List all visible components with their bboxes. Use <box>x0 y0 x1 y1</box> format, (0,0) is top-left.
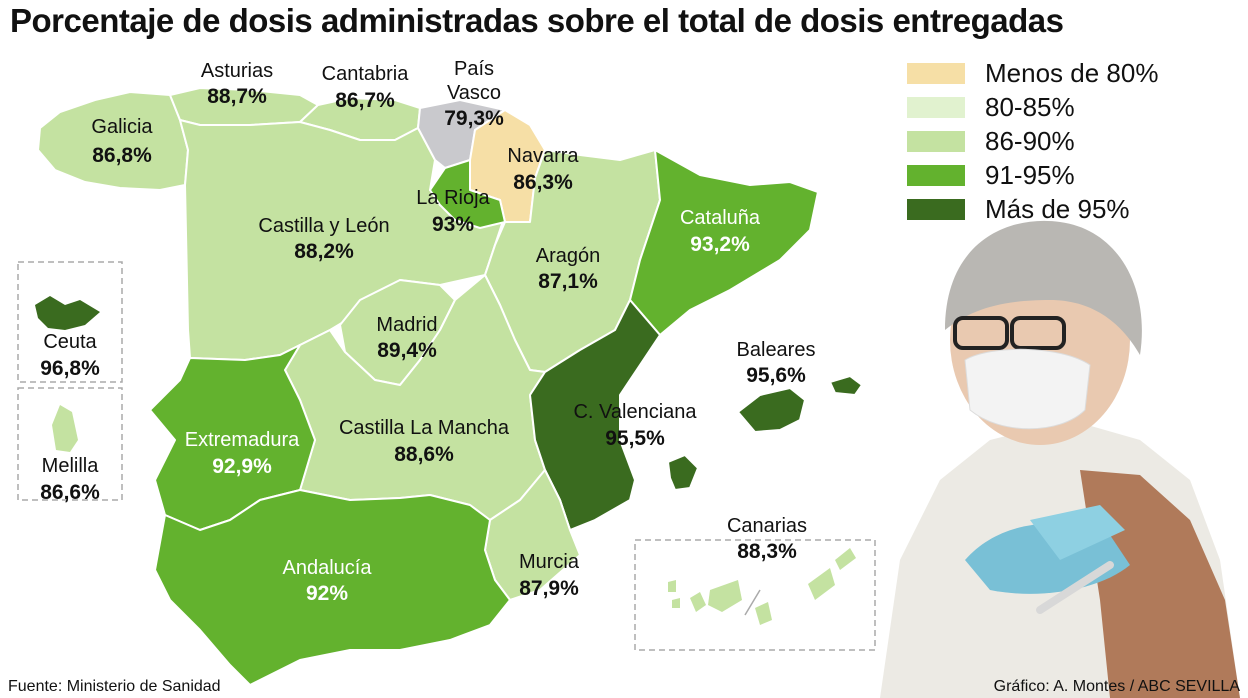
legend-item: Menos de 80% <box>907 56 1158 90</box>
label-murcia-name: Murcia <box>519 551 580 573</box>
legend-label: 86-90% <box>985 125 1075 156</box>
label-galicia-name: Galicia <box>91 116 153 138</box>
label-la-rioja-value: 93% <box>432 213 474 236</box>
label-madrid-name: Madrid <box>376 314 437 336</box>
label-murcia-value: 87,9% <box>519 577 579 600</box>
legend-swatch <box>907 62 965 84</box>
legend-swatch <box>907 96 965 118</box>
label-pais-vasco-value: 79,3% <box>444 107 504 130</box>
region-ceuta <box>35 296 100 330</box>
label-asturias-name: Asturias <box>201 60 273 82</box>
label-navarra-value: 86,3% <box>513 171 573 194</box>
legend-label: Menos de 80% <box>985 57 1159 88</box>
legend-swatch <box>907 198 965 220</box>
label-c-valenciana-value: 95,5% <box>605 427 665 450</box>
region-baleares-ibiza <box>667 454 699 491</box>
chart-title: Porcentaje de dosis administradas sobre … <box>10 2 1064 39</box>
legend-swatch <box>907 164 965 186</box>
label-cataluna-name: Cataluña <box>680 207 761 229</box>
label-cantabria-value: 86,7% <box>335 89 395 112</box>
label-canarias-value: 88,3% <box>737 540 797 563</box>
label-ceuta-name: Ceuta <box>43 331 97 353</box>
legend: Menos de 80% 80-85% 86-90% 91-95% Más de… <box>907 56 1158 226</box>
label-galicia-value: 86,8% <box>92 144 152 167</box>
label-castilla-leon-name: Castilla y León <box>258 215 389 237</box>
label-navarra-name: Navarra <box>507 145 579 167</box>
legend-item: Más de 95% <box>907 192 1158 226</box>
region-baleares-menorca <box>829 375 863 396</box>
region-andalucia <box>154 489 511 686</box>
legend-label: Más de 95% <box>985 193 1130 224</box>
label-melilla-value: 86,6% <box>40 481 100 504</box>
label-cataluna-value: 93,2% <box>690 233 750 256</box>
label-aragon-name: Aragón <box>536 245 601 267</box>
ceuta-inset-frame <box>17 261 123 383</box>
label-baleares-name: Baleares <box>737 339 816 361</box>
label-pais-vasco-name-2: Vasco <box>447 82 501 104</box>
region-la-rioja <box>429 159 506 229</box>
label-madrid-value: 89,4% <box>377 339 437 362</box>
region-galicia <box>37 91 189 191</box>
label-cantabria-name: Cantabria <box>322 63 410 85</box>
label-baleares-value: 95,6% <box>746 364 806 387</box>
label-castilla-mancha-name: Castilla La Mancha <box>339 417 510 439</box>
label-aragon-value: 87,1% <box>538 270 598 293</box>
region-melilla <box>52 405 78 452</box>
vaccination-illustration <box>880 220 1240 698</box>
label-extremadura-name: Extremadura <box>185 429 300 451</box>
label-canarias-name: Canarias <box>727 515 807 537</box>
credit-note: Gráfico: A. Montes / ABC SEVILLA <box>993 678 1240 695</box>
region-cataluna <box>629 149 819 336</box>
label-extremadura-value: 92,9% <box>212 455 272 478</box>
legend-item: 86-90% <box>907 124 1158 158</box>
label-castilla-mancha-value: 88,6% <box>394 443 454 466</box>
label-ceuta-value: 96,8% <box>40 357 100 380</box>
label-andalucia-name: Andalucía <box>283 557 373 579</box>
label-c-valenciana-name: C. Valenciana <box>573 401 697 423</box>
label-melilla-name: Melilla <box>42 455 100 477</box>
source-note: Fuente: Ministerio de Sanidad <box>8 678 221 695</box>
legend-item: 80-85% <box>907 90 1158 124</box>
region-baleares <box>737 387 806 433</box>
region-c-valenciana <box>529 299 661 531</box>
legend-swatch <box>907 130 965 152</box>
canarias-inset-frame <box>634 539 876 651</box>
legend-label: 91-95% <box>985 159 1075 190</box>
label-castilla-leon-value: 88,2% <box>294 240 354 263</box>
legend-item: 91-95% <box>907 158 1158 192</box>
region-canarias <box>668 548 856 625</box>
label-asturias-value: 88,7% <box>207 85 267 108</box>
label-pais-vasco-name-1: País <box>454 58 494 80</box>
label-la-rioja-name: La Rioja <box>416 187 490 209</box>
legend-label: 80-85% <box>985 91 1075 122</box>
melilla-inset-frame <box>17 387 123 501</box>
label-andalucia-value: 92% <box>306 582 348 605</box>
